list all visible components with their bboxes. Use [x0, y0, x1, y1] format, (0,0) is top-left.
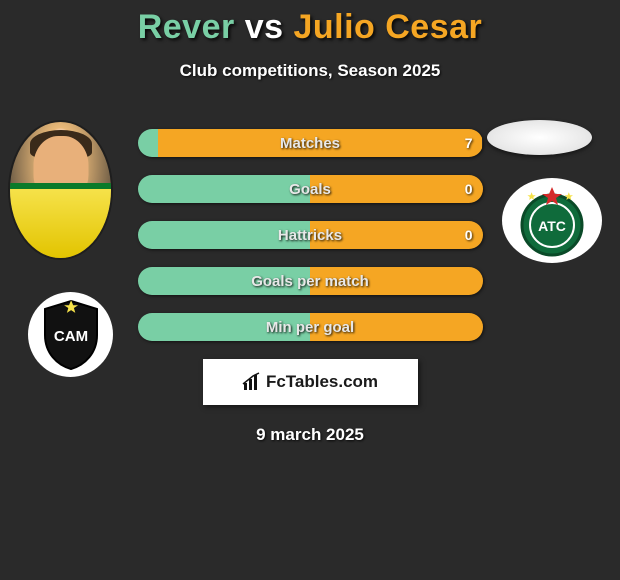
- stat-label: Goals per match: [138, 267, 483, 295]
- player1-photo: [8, 120, 113, 260]
- vs-text: vs: [245, 8, 284, 46]
- player2-photo: [487, 120, 592, 155]
- club-cam-icon: CAM: [41, 299, 101, 371]
- stat-label: Hattricks: [138, 221, 483, 249]
- subtitle: Club competitions, Season 2025: [0, 61, 620, 81]
- brand-box: FcTables.com: [203, 359, 418, 405]
- stats-container: Matches7Goals0Hattricks0Goals per matchM…: [138, 129, 483, 341]
- stat-label: Goals: [138, 175, 483, 203]
- brand-text: FcTables.com: [266, 372, 378, 392]
- stat-row: Goals0: [138, 175, 483, 203]
- stat-row: Min per goal: [138, 313, 483, 341]
- stat-row: Matches7: [138, 129, 483, 157]
- page-title: Rever vs Julio Cesar: [0, 0, 620, 47]
- player1-jersey: [10, 183, 111, 258]
- stat-label: Min per goal: [138, 313, 483, 341]
- stat-value-right: 7: [465, 129, 473, 157]
- player1-club-badge: CAM: [28, 292, 113, 377]
- player2-name: Julio Cesar: [293, 8, 482, 46]
- svg-text:ATC: ATC: [538, 218, 566, 234]
- stat-row: Hattricks0: [138, 221, 483, 249]
- svg-text:CAM: CAM: [53, 328, 87, 345]
- player1-name: Rever: [138, 8, 235, 46]
- club-atc-icon: ATC: [516, 185, 588, 257]
- date-text: 9 march 2025: [0, 425, 620, 445]
- stat-value-right: 0: [465, 175, 473, 203]
- player2-club-badge: ATC: [502, 178, 602, 263]
- stat-label: Matches: [138, 129, 483, 157]
- brand-chart-icon: [242, 372, 262, 392]
- stat-row: Goals per match: [138, 267, 483, 295]
- stat-value-right: 0: [465, 221, 473, 249]
